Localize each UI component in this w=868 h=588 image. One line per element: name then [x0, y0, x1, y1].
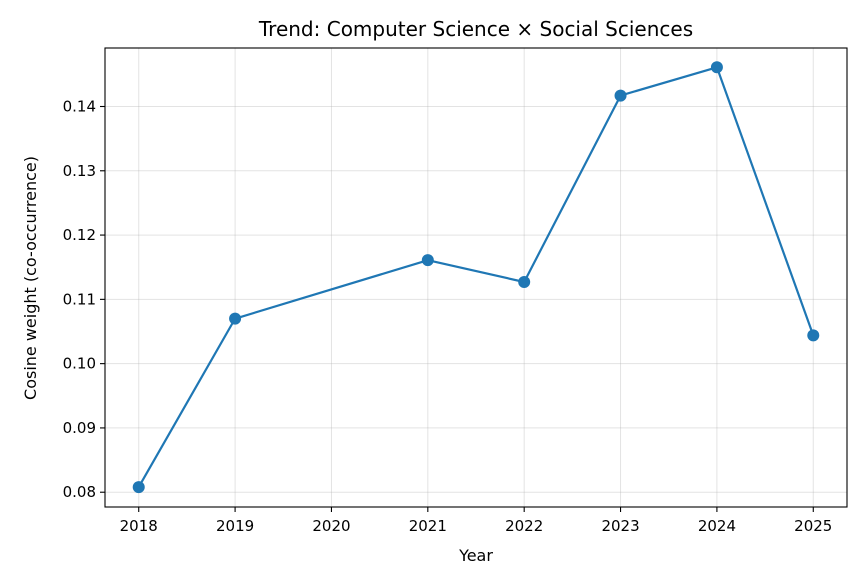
chart-title: Trend: Computer Science × Social Science…: [258, 17, 693, 41]
x-tick-label: 2018: [120, 517, 158, 535]
y-tick-label: 0.09: [63, 419, 96, 437]
x-tick-label: 2022: [505, 517, 543, 535]
data-point: [807, 329, 820, 342]
x-tick-label: 2021: [409, 517, 447, 535]
y-axis-ticks: 0.08 0.09 0.10 0.11 0.12 0.13 0.14: [63, 98, 105, 501]
series-line: [137, 66, 815, 489]
data-point: [710, 61, 723, 74]
y-tick-label: 0.12: [63, 226, 96, 244]
data-point: [229, 312, 242, 325]
x-tick-label: 2019: [216, 517, 254, 535]
data-series: [132, 61, 820, 494]
y-tick-label: 0.14: [63, 98, 96, 116]
x-tick-label: 2025: [794, 517, 832, 535]
y-tick-label: 0.11: [63, 290, 96, 308]
data-point: [614, 89, 627, 102]
data-point: [132, 481, 145, 494]
x-tick-label: 2023: [601, 517, 639, 535]
y-tick-label: 0.13: [63, 162, 96, 180]
x-axis-label: Year: [458, 546, 493, 565]
x-tick-label: 2020: [312, 517, 350, 535]
x-tick-label: 2024: [698, 517, 736, 535]
y-axis-label: Cosine weight (co-occurrence): [21, 156, 40, 400]
y-tick-label: 0.10: [63, 355, 96, 373]
y-tick-label: 0.08: [63, 483, 96, 501]
data-point: [518, 276, 531, 288]
grid-lines: [105, 48, 847, 507]
x-axis-ticks: 2018 2019 2020 2021 2022 2023 2024 2025: [120, 507, 832, 535]
plot-frame: [104, 47, 848, 508]
data-point: [421, 254, 434, 267]
